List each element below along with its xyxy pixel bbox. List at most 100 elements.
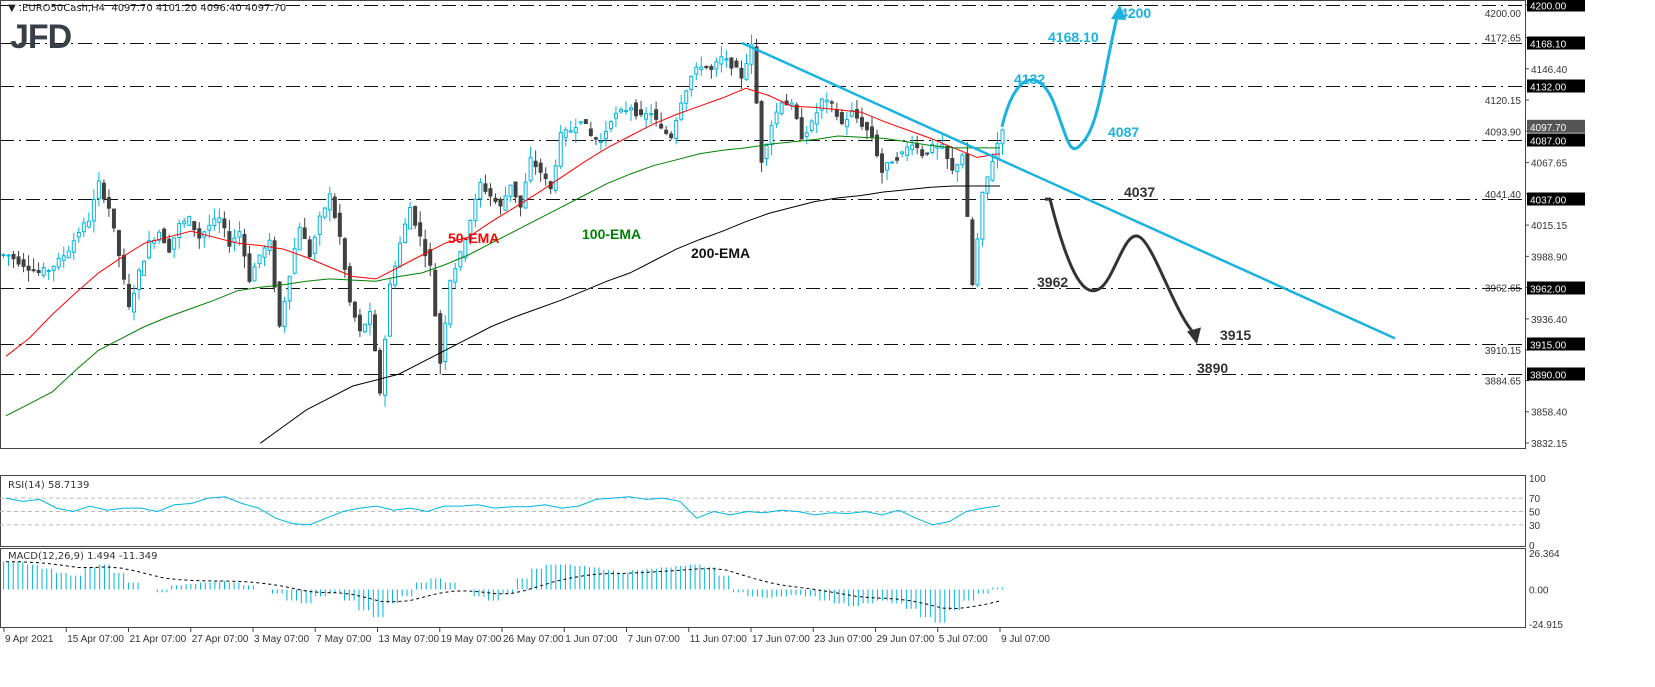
candle-body (724, 58, 729, 61)
candle-body (438, 313, 443, 364)
candle (147, 230, 152, 260)
candle-body (398, 242, 403, 267)
dropdown-arrow-icon[interactable]: ▼ (8, 3, 19, 14)
label-ema50: 50-EMA (448, 230, 500, 246)
candle (297, 222, 302, 251)
candle-body (312, 236, 317, 254)
candle-body (518, 195, 523, 208)
candle-body (578, 121, 583, 124)
label-4037: 4037 (1124, 184, 1156, 200)
candle (352, 300, 357, 322)
candle (116, 229, 121, 268)
candle-body (764, 144, 769, 160)
candle-body (804, 132, 809, 138)
candle (639, 100, 644, 118)
candle (664, 125, 669, 136)
candle-body (61, 255, 66, 261)
candle (553, 159, 558, 194)
ema200-line (260, 185, 1000, 444)
candle-body (71, 240, 76, 253)
candle-body (890, 161, 895, 164)
candle (372, 309, 377, 352)
candle-body (885, 162, 890, 171)
candle-body (598, 140, 603, 143)
candle-body (307, 239, 312, 258)
bearish-arrowhead-icon (1187, 327, 1201, 345)
candle-body (66, 250, 71, 259)
candle-body (192, 221, 197, 231)
candle-body (262, 247, 267, 258)
candle-body (965, 153, 970, 217)
candle-body (528, 157, 533, 181)
candle (694, 62, 699, 80)
ohlc-readout: 4097.70 4101.20 4096.40 4097.70 (111, 3, 287, 14)
x-tick-label: 15 Apr 07:00 (67, 634, 124, 645)
candle (920, 145, 925, 159)
candle-body (679, 102, 684, 120)
candle-body (212, 218, 217, 227)
candle (739, 60, 744, 89)
candle (729, 56, 734, 76)
candle-body (162, 228, 167, 244)
candle (603, 120, 608, 147)
candle-body (56, 257, 61, 268)
candle-body (573, 127, 578, 134)
candle-body (187, 216, 192, 226)
label-ema200: 200-EMA (691, 245, 751, 261)
candle-body (789, 102, 794, 106)
candle-body (126, 284, 131, 308)
candle-body (754, 46, 759, 104)
candle (1, 253, 6, 259)
candle (629, 104, 634, 121)
candle-body (588, 128, 593, 137)
candle (985, 176, 990, 201)
candle (443, 314, 448, 370)
candle (809, 119, 814, 133)
candle-body (347, 266, 352, 303)
candle (378, 347, 383, 396)
y-tick-label: 4041.40 (1485, 190, 1522, 201)
candle-body (137, 269, 142, 291)
candle-body (413, 206, 418, 226)
candle-body (990, 161, 995, 181)
rsi-tick-label: 70 (1529, 494, 1541, 505)
candle (433, 263, 438, 317)
candle (357, 308, 362, 337)
level-tag-label: 3890.00 (1530, 371, 1567, 382)
candle-body (819, 98, 824, 111)
candle (684, 89, 689, 111)
candle (51, 265, 56, 282)
candle-body (147, 240, 152, 259)
candle-body (980, 191, 985, 240)
candle-body (41, 267, 46, 276)
candle (834, 102, 839, 121)
x-tick-label: 29 Jun 07:00 (877, 634, 935, 645)
candle (618, 106, 623, 114)
x-tick-label: 9 Apr 2021 (5, 634, 54, 645)
candle-body (910, 144, 915, 150)
candle-body (121, 254, 126, 280)
x-tick-label: 7 Jun 07:00 (628, 634, 681, 645)
candle (709, 64, 714, 79)
y-tick-label: 4093.90 (1485, 127, 1522, 138)
candle-body (900, 151, 905, 155)
candle (287, 275, 292, 310)
candle (608, 120, 613, 133)
candle (317, 211, 322, 246)
candle-body (488, 188, 493, 197)
candle-body (337, 212, 342, 237)
candle-body (744, 63, 749, 80)
candle (197, 222, 202, 249)
label-3890: 3890 (1197, 360, 1229, 376)
y-tick-label: 3988.90 (1531, 252, 1568, 263)
candle (342, 237, 347, 278)
candle-body (623, 110, 628, 113)
candle (172, 237, 177, 259)
candle-body (639, 109, 644, 116)
candle (126, 273, 131, 310)
price-panel-frame (0, 0, 1526, 449)
candle-body (16, 256, 21, 265)
candle (714, 57, 719, 77)
candle (679, 94, 684, 122)
candle-body (880, 153, 885, 173)
